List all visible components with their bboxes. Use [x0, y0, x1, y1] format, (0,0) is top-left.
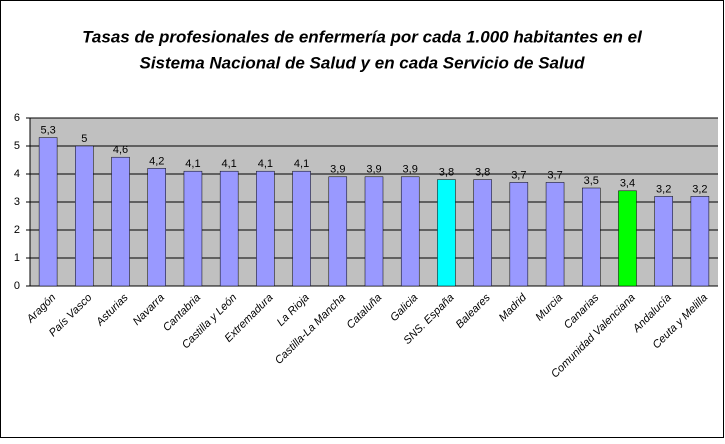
value-label: 4,2 [149, 155, 164, 167]
value-label: 3,5 [584, 175, 599, 187]
y-tick-label: 0 [14, 280, 20, 292]
bar [328, 176, 348, 287]
bar [111, 156, 130, 287]
value-label: 3,9 [366, 164, 381, 176]
bar [292, 170, 311, 287]
value-label: 3,7 [547, 169, 562, 181]
bar [690, 196, 710, 287]
value-label: 4,6 [113, 144, 128, 156]
value-label: 4,1 [222, 158, 237, 170]
chart-title: Tasas de profesionales de enfermería por… [82, 27, 643, 46]
value-label: 5,3 [40, 125, 55, 137]
y-tick-label: 6 [14, 112, 20, 124]
bar [256, 170, 275, 287]
value-label: 3,2 [656, 183, 671, 195]
y-tick-label: 4 [14, 168, 20, 180]
bar [582, 187, 601, 287]
bar [219, 170, 239, 287]
bar [183, 170, 203, 287]
value-label: 4,1 [258, 158, 273, 170]
bar [545, 182, 565, 287]
chart-title: Sistema Nacional de Salud y en cada Serv… [139, 53, 585, 72]
value-label: 3,4 [620, 178, 635, 190]
y-tick-label: 5 [14, 140, 20, 152]
y-tick-label: 2 [14, 224, 20, 236]
value-label: 5 [81, 133, 87, 145]
bar [473, 179, 492, 287]
bar [75, 145, 94, 287]
value-label: 3,2 [692, 183, 707, 195]
bar [437, 179, 456, 287]
y-tick-label: 3 [14, 196, 20, 208]
bar [509, 182, 529, 287]
y-tick-label: 1 [14, 252, 20, 264]
bar [147, 168, 166, 287]
value-label: 3,9 [330, 164, 345, 176]
value-label: 3,8 [475, 167, 490, 179]
value-label: 3,8 [439, 167, 454, 179]
bar [364, 176, 384, 287]
bar [618, 190, 637, 287]
value-label: 4,1 [294, 158, 309, 170]
bar [654, 196, 673, 287]
value-label: 3,7 [511, 169, 526, 181]
value-label: 4,1 [185, 158, 200, 170]
bar [38, 137, 58, 287]
value-label: 3,9 [403, 164, 418, 176]
bar [400, 176, 420, 287]
